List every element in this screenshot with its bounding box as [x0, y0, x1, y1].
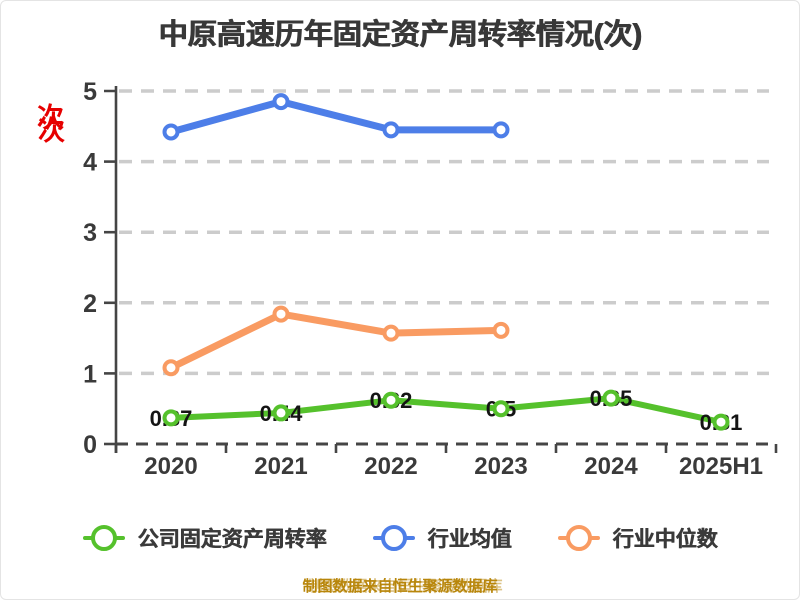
line-chart-plot-area: 012345202020212022202320242025H10.370.44…	[83, 78, 778, 480]
data-point-marker	[712, 413, 730, 431]
legend-label: 行业中位数	[612, 528, 718, 551]
y-tick-label: 3	[83, 219, 97, 247]
legend-item-industry-median: 行业中位数	[557, 523, 718, 553]
y-axis-unit-label: 次	[37, 103, 64, 133]
data-point-marker	[272, 305, 290, 323]
data-point-marker	[272, 404, 290, 422]
legend-item-industry-mean: 行业均值	[372, 523, 512, 553]
y-tick-label: 2	[83, 290, 97, 318]
data-point-marker	[382, 121, 400, 139]
data-point-marker	[492, 400, 510, 418]
legend: 公司固定资产周转率 行业均值 行业中位数	[1, 515, 799, 561]
data-point-marker	[162, 409, 180, 427]
y-tick-label: 5	[83, 78, 97, 106]
chart-title: 中原高速历年固定资产周转率情况(次)	[158, 19, 642, 51]
data-point-marker	[162, 359, 180, 377]
x-tick-label: 2022	[364, 453, 417, 480]
data-point-marker	[382, 391, 400, 409]
data-point-marker	[162, 123, 180, 141]
x-tick-label: 2024	[584, 453, 638, 480]
x-tick-label: 2023	[474, 453, 527, 480]
data-point-marker	[492, 321, 510, 339]
series-line	[168, 395, 724, 426]
line-circle-marker-icon	[557, 525, 600, 551]
data-point-marker	[492, 121, 510, 139]
series-line	[167, 310, 505, 372]
data-point-marker	[382, 324, 400, 342]
legend-label: 公司固定资产周转率	[137, 528, 327, 551]
line-circle-marker-icon	[372, 525, 415, 551]
legend-label: 行业均值	[427, 528, 512, 551]
series-line	[167, 98, 505, 136]
line-circle-marker-icon	[82, 525, 125, 551]
y-tick-label: 4	[83, 149, 97, 177]
source-note: 制图数据来自恒生聚源数据库	[302, 578, 498, 595]
x-tick-label: 2025H1	[679, 453, 763, 480]
data-point-marker	[272, 93, 290, 111]
y-tick-label: 0	[83, 431, 97, 459]
x-tick-label: 2021	[254, 453, 307, 480]
x-tick-label: 2020	[144, 453, 197, 480]
y-tick-label: 1	[83, 360, 97, 388]
data-point-marker	[602, 389, 620, 407]
legend-item-company-turnover: 公司固定资产周转率	[82, 523, 327, 553]
